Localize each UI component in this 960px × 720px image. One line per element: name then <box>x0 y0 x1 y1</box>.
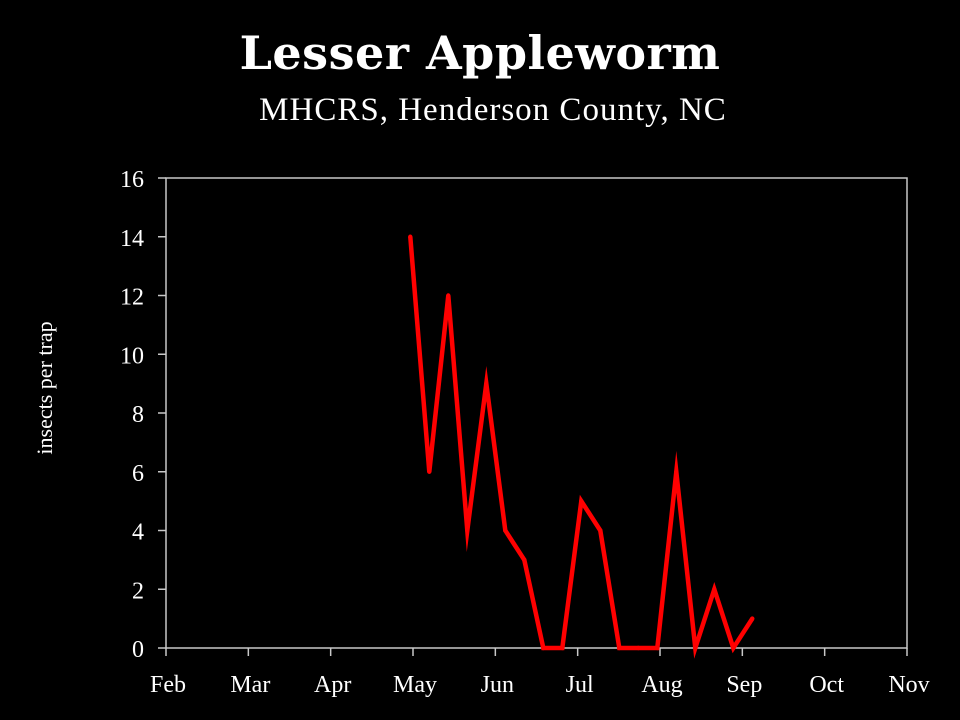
data-point <box>408 234 413 239</box>
plot-area-frame <box>165 177 908 649</box>
data-point <box>484 381 489 386</box>
data-point <box>503 528 508 533</box>
data-point <box>560 645 565 651</box>
x-tick-label: Aug <box>641 672 682 698</box>
y-tick-label: 0 <box>132 637 144 663</box>
y-tick-label: 8 <box>132 402 144 428</box>
x-tick-label: Apr <box>314 672 351 698</box>
data-point <box>522 557 527 563</box>
data-point <box>636 645 641 651</box>
data-point <box>731 645 736 651</box>
data-point <box>427 469 432 474</box>
y-tick-label: 4 <box>132 520 144 546</box>
data-point <box>617 645 622 651</box>
x-tick-label: Oct <box>809 672 844 698</box>
y-tick-label: 12 <box>120 285 144 311</box>
y-tick-label: 2 <box>132 578 144 604</box>
x-tick-label: May <box>393 672 437 698</box>
data-point <box>541 645 546 651</box>
x-tick-label: Mar <box>230 672 270 698</box>
y-axis-label: insects per trap <box>32 321 57 454</box>
x-tick-label: Sep <box>726 672 762 698</box>
data-point <box>598 528 603 533</box>
data-point <box>712 587 717 592</box>
data-point <box>693 645 698 651</box>
chart-subtitle: MHCRS, Henderson County, NC <box>259 92 727 128</box>
data-point <box>465 528 470 533</box>
y-tick-label: 10 <box>120 343 144 369</box>
x-tick-label: Feb <box>150 672 186 698</box>
y-tick-label: 16 <box>120 167 144 193</box>
data-point <box>655 645 660 651</box>
x-tick-label: Nov <box>888 672 929 698</box>
data-point <box>579 498 584 504</box>
series-line <box>408 236 755 659</box>
y-tick-label: 6 <box>132 461 144 487</box>
x-tick-label: Jul <box>566 672 594 698</box>
data-point <box>674 469 679 474</box>
chart-title: Lesser Appleworm <box>239 26 721 80</box>
y-tick-label: 14 <box>120 226 144 252</box>
data-point <box>750 616 755 621</box>
data-point <box>446 293 451 298</box>
x-tick-label: Jun <box>481 672 514 698</box>
